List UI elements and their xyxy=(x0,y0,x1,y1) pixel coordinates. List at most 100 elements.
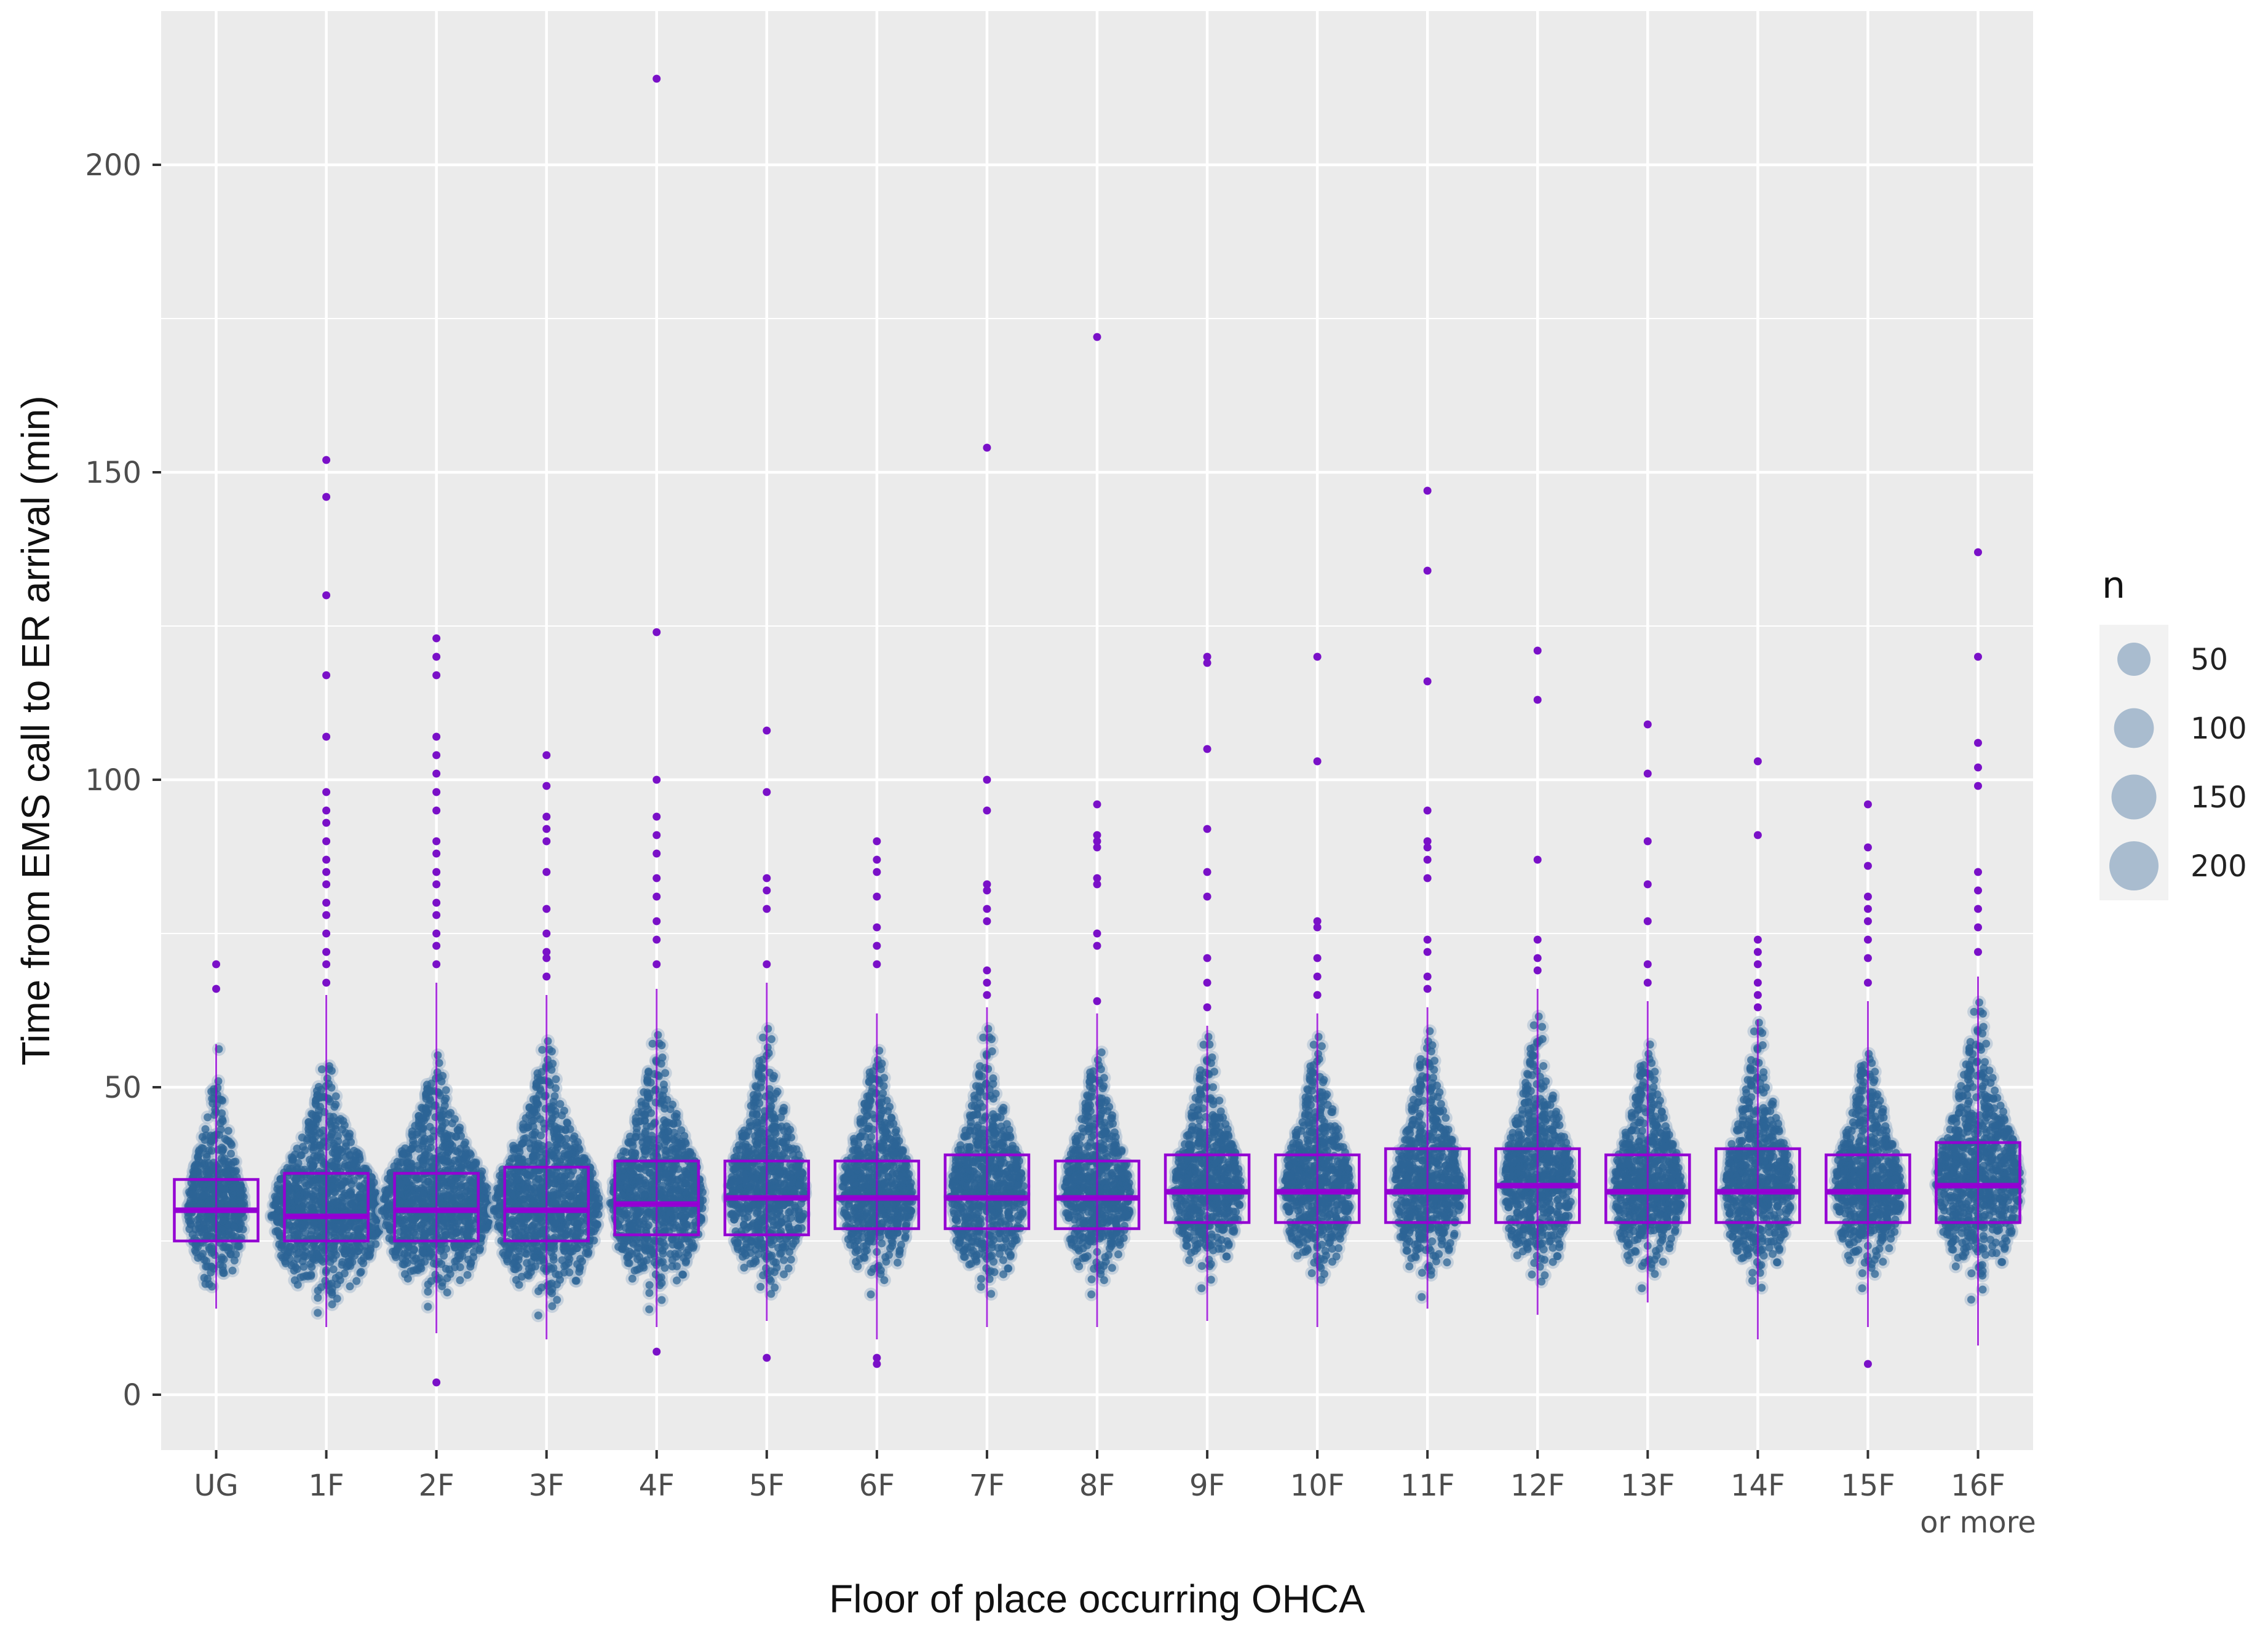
data-point xyxy=(408,1199,416,1207)
data-point xyxy=(431,1270,439,1278)
data-point xyxy=(313,1092,321,1100)
data-point xyxy=(419,1200,427,1208)
data-point xyxy=(219,1217,227,1225)
data-point xyxy=(410,1267,418,1275)
data-point xyxy=(290,1260,298,1268)
data-point xyxy=(219,1147,227,1155)
data-point xyxy=(464,1271,472,1279)
data-point xyxy=(219,1262,227,1270)
data-point xyxy=(438,1282,446,1290)
data-point xyxy=(307,1110,315,1118)
data-point xyxy=(423,1085,431,1093)
data-point xyxy=(307,1270,315,1278)
data-point xyxy=(220,1255,228,1263)
data-point xyxy=(371,1240,379,1248)
data-point xyxy=(268,1211,276,1219)
data-point xyxy=(442,1231,450,1239)
data-point xyxy=(343,1147,351,1155)
data-point xyxy=(428,1180,436,1188)
data-point xyxy=(312,1126,320,1134)
data-point xyxy=(218,1096,226,1104)
data-point xyxy=(232,1250,240,1258)
data-point xyxy=(299,1263,307,1271)
data-point xyxy=(427,1144,435,1152)
data-point xyxy=(330,1248,338,1256)
data-point xyxy=(339,1224,347,1232)
data-point xyxy=(419,1140,427,1148)
data-point xyxy=(234,1212,242,1220)
data-point xyxy=(338,1125,346,1133)
data-point xyxy=(314,1309,322,1317)
data-point xyxy=(320,1205,328,1213)
data-point xyxy=(350,1176,358,1184)
data-point xyxy=(448,1197,456,1205)
data-point xyxy=(333,1152,341,1160)
data-point xyxy=(424,1288,432,1296)
data-point xyxy=(434,1052,442,1060)
data-point xyxy=(411,1215,419,1223)
data-point xyxy=(417,1154,425,1162)
data-point xyxy=(445,1213,453,1221)
data-point xyxy=(314,1294,322,1302)
data-point xyxy=(437,1197,445,1205)
data-point xyxy=(438,1117,446,1125)
data-point xyxy=(302,1248,310,1256)
data-point xyxy=(318,1065,326,1073)
data-point xyxy=(384,1212,392,1220)
data-point xyxy=(418,1104,426,1112)
data-point xyxy=(193,1168,201,1176)
data-point xyxy=(457,1184,465,1192)
data-point xyxy=(289,1155,297,1163)
data-point xyxy=(418,1248,426,1256)
data-point xyxy=(228,1189,236,1197)
data-point xyxy=(483,1184,491,1192)
data-point xyxy=(422,1095,430,1103)
data-point xyxy=(443,1288,451,1296)
data-point xyxy=(205,1168,213,1176)
data-point xyxy=(415,1116,423,1124)
data-point xyxy=(330,1103,338,1111)
data-point xyxy=(299,1273,307,1281)
data-point xyxy=(425,1105,433,1113)
data-point xyxy=(236,1189,244,1197)
data-point xyxy=(211,1106,219,1114)
data-point xyxy=(200,1274,208,1282)
data-point xyxy=(309,1242,317,1250)
data-point xyxy=(390,1162,398,1170)
data-point xyxy=(205,1147,213,1155)
data-point xyxy=(419,1125,427,1133)
data-point xyxy=(403,1157,411,1165)
data-point xyxy=(205,1280,213,1288)
data-point xyxy=(330,1266,338,1274)
data-point xyxy=(221,1186,229,1194)
data-point xyxy=(437,1247,445,1255)
data-point xyxy=(398,1179,406,1187)
data-point xyxy=(274,1227,282,1235)
data-point xyxy=(331,1122,339,1130)
data-point xyxy=(308,1163,316,1171)
data-point xyxy=(231,1158,239,1166)
data-point xyxy=(399,1149,407,1157)
data-point xyxy=(356,1269,364,1277)
data-point xyxy=(219,1117,227,1125)
data-point xyxy=(441,1096,449,1104)
data-point xyxy=(348,1200,356,1208)
data-point xyxy=(328,1301,336,1309)
data-point xyxy=(293,1163,301,1171)
data-point xyxy=(189,1231,197,1239)
data-point xyxy=(401,1225,409,1233)
data-point xyxy=(456,1276,464,1284)
data-point xyxy=(342,1243,350,1251)
data-point xyxy=(344,1162,352,1170)
data-point xyxy=(363,1251,371,1259)
data-point xyxy=(313,1232,321,1240)
data-point xyxy=(224,1127,232,1135)
data-point xyxy=(199,1133,207,1141)
data-point xyxy=(355,1150,363,1158)
data-point xyxy=(338,1258,346,1266)
data-point xyxy=(418,1184,426,1192)
data-point xyxy=(235,1224,243,1232)
data-point xyxy=(438,1177,446,1185)
data-point xyxy=(466,1262,474,1270)
data-point xyxy=(213,1084,221,1092)
